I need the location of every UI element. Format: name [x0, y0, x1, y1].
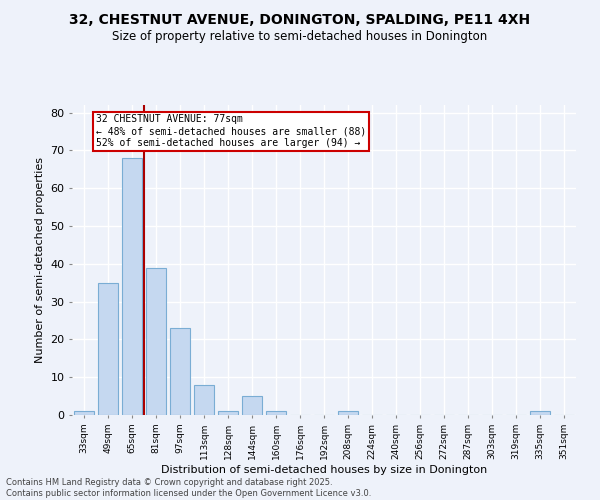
Bar	[74, 411, 94, 415]
X-axis label: Distribution of semi-detached houses by size in Donington: Distribution of semi-detached houses by …	[161, 464, 487, 474]
Bar	[218, 411, 238, 415]
Bar	[530, 411, 550, 415]
Bar	[98, 282, 118, 415]
Y-axis label: Number of semi-detached properties: Number of semi-detached properties	[35, 157, 44, 363]
Text: 32, CHESTNUT AVENUE, DONINGTON, SPALDING, PE11 4XH: 32, CHESTNUT AVENUE, DONINGTON, SPALDING…	[70, 12, 530, 26]
Bar	[122, 158, 142, 415]
Bar	[242, 396, 262, 415]
Bar	[338, 411, 358, 415]
Bar	[266, 411, 286, 415]
Text: 32 CHESTNUT AVENUE: 77sqm
← 48% of semi-detached houses are smaller (88)
52% of : 32 CHESTNUT AVENUE: 77sqm ← 48% of semi-…	[96, 114, 366, 148]
Bar	[194, 385, 214, 415]
Text: Size of property relative to semi-detached houses in Donington: Size of property relative to semi-detach…	[112, 30, 488, 43]
Bar	[146, 268, 166, 415]
Bar	[170, 328, 190, 415]
Text: Contains HM Land Registry data © Crown copyright and database right 2025.
Contai: Contains HM Land Registry data © Crown c…	[6, 478, 371, 498]
